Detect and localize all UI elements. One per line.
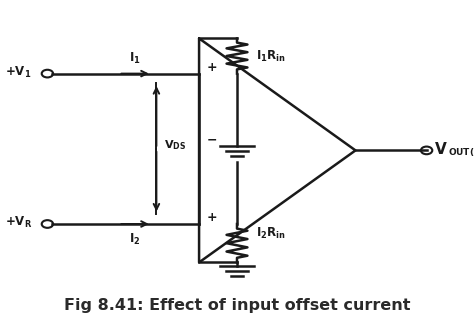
- Text: $\bf{I_2R_{in}}$: $\bf{I_2R_{in}}$: [256, 226, 286, 241]
- Text: $\bf{+V_1}$: $\bf{+V_1}$: [5, 64, 31, 80]
- Text: $\bf{V}$: $\bf{V}$: [434, 141, 447, 157]
- Text: $\bf{OUT(error)}$: $\bf{OUT(error)}$: [448, 146, 474, 158]
- Text: $\bf{I_1R_{in}}$: $\bf{I_1R_{in}}$: [256, 48, 286, 64]
- Text: $\bf{V_{DS}}$: $\bf{V_{DS}}$: [164, 139, 186, 153]
- Text: $\bf{+}$: $\bf{+}$: [206, 211, 218, 224]
- Text: $\bf{I_1}$: $\bf{I_1}$: [129, 51, 141, 66]
- Text: $\bf{+}$: $\bf{+}$: [206, 61, 218, 74]
- Text: Fig 8.41: Effect of input offset current: Fig 8.41: Effect of input offset current: [64, 298, 410, 313]
- Text: $\bf{-}$: $\bf{-}$: [206, 133, 217, 146]
- Text: $\bf{I_2}$: $\bf{I_2}$: [129, 232, 141, 247]
- Text: $\bf{+V_R}$: $\bf{+V_R}$: [5, 215, 32, 230]
